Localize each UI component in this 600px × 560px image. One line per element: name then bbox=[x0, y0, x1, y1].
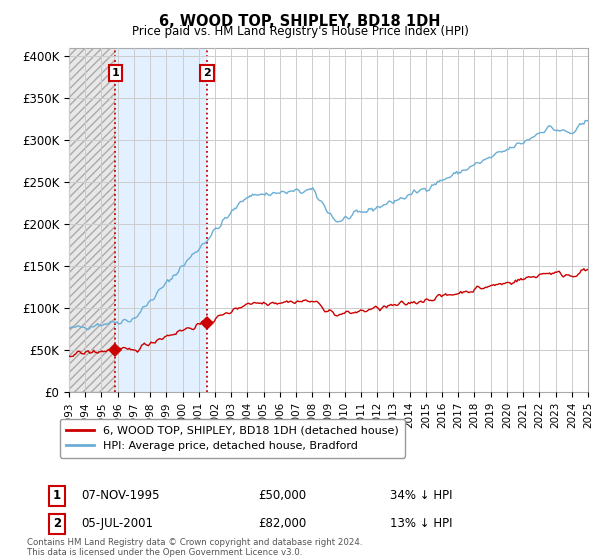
Text: 13% ↓ HPI: 13% ↓ HPI bbox=[390, 517, 452, 530]
Text: Price paid vs. HM Land Registry's House Price Index (HPI): Price paid vs. HM Land Registry's House … bbox=[131, 25, 469, 38]
Text: 6, WOOD TOP, SHIPLEY, BD18 1DH: 6, WOOD TOP, SHIPLEY, BD18 1DH bbox=[159, 14, 441, 29]
Text: 2: 2 bbox=[53, 517, 61, 530]
Bar bbox=[69, 48, 115, 392]
Text: 07-NOV-1995: 07-NOV-1995 bbox=[81, 489, 160, 502]
Legend: 6, WOOD TOP, SHIPLEY, BD18 1DH (detached house), HPI: Average price, detached ho: 6, WOOD TOP, SHIPLEY, BD18 1DH (detached… bbox=[59, 419, 406, 458]
Text: 05-JUL-2001: 05-JUL-2001 bbox=[81, 517, 153, 530]
Text: £82,000: £82,000 bbox=[258, 517, 306, 530]
Text: Contains HM Land Registry data © Crown copyright and database right 2024.
This d: Contains HM Land Registry data © Crown c… bbox=[27, 538, 362, 557]
Text: 1: 1 bbox=[53, 489, 61, 502]
Text: 2: 2 bbox=[203, 68, 211, 78]
Text: £50,000: £50,000 bbox=[258, 489, 306, 502]
Text: 34% ↓ HPI: 34% ↓ HPI bbox=[390, 489, 452, 502]
Bar bbox=[115, 48, 207, 392]
Text: 1: 1 bbox=[112, 68, 119, 78]
